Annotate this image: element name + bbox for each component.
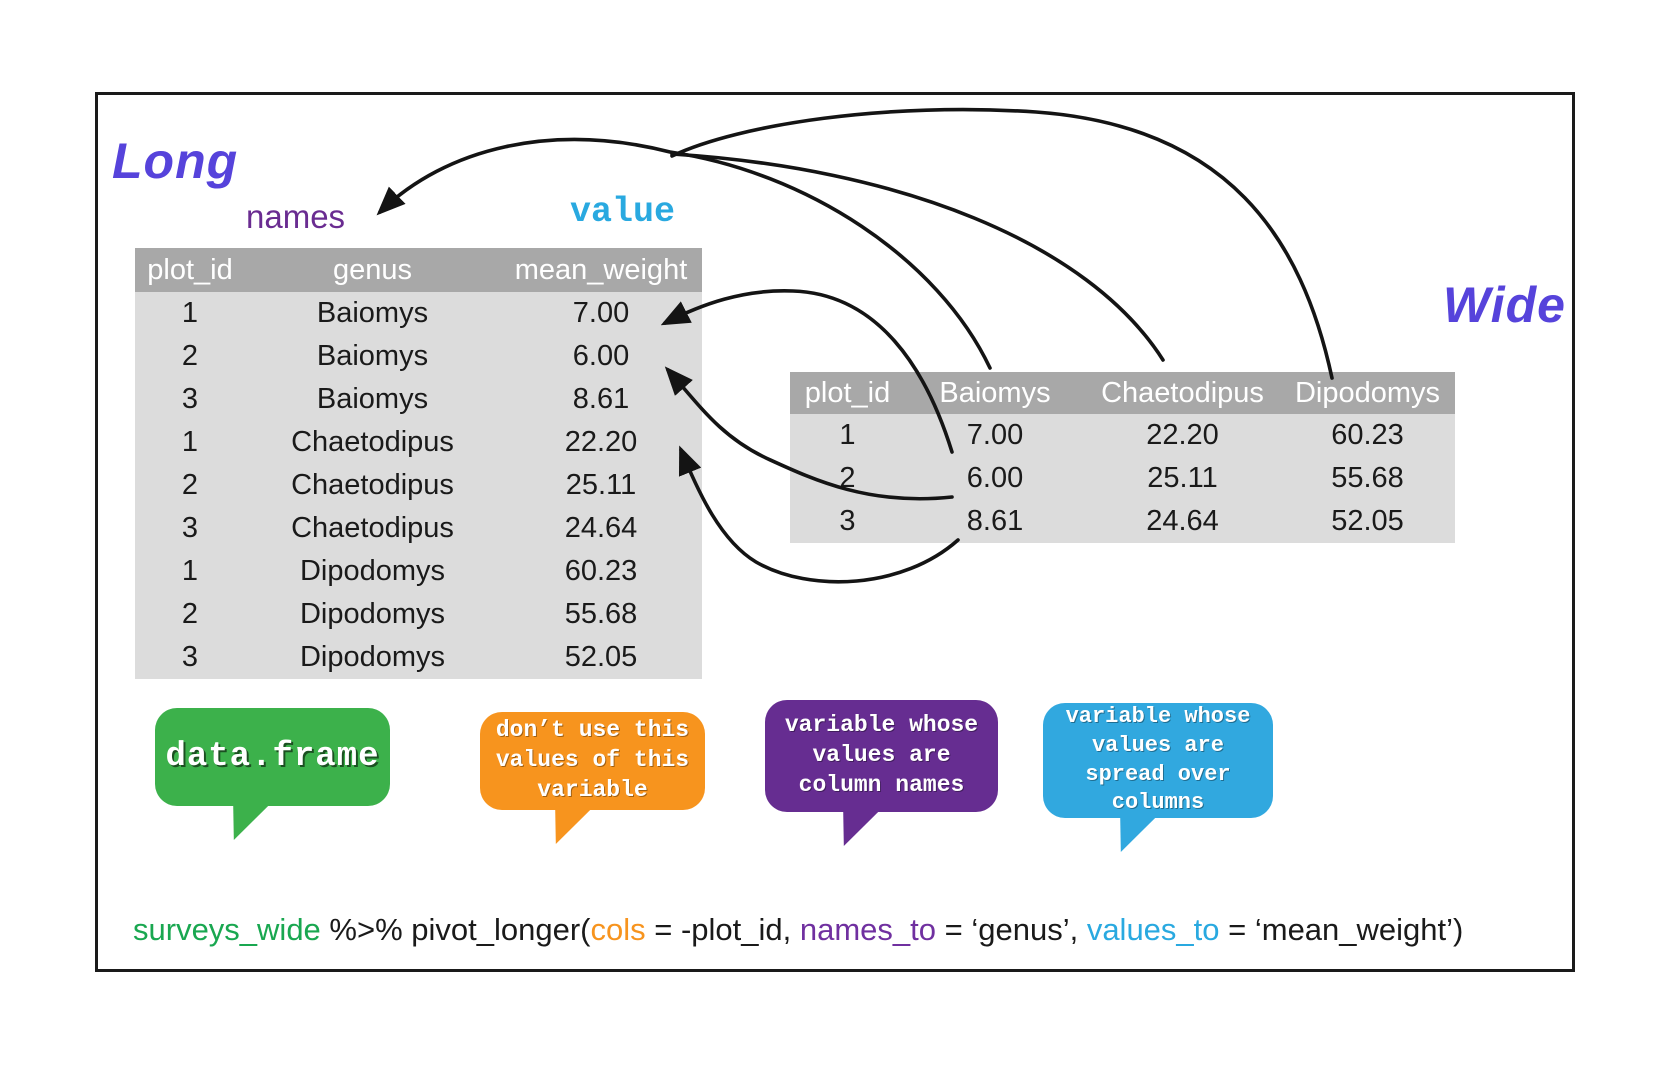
code-segment: %>% pivot_longer( (320, 912, 591, 947)
table-cell: 1 (181, 426, 199, 458)
table-cell: Dipodomys (299, 641, 446, 673)
table-cell: 2 (181, 469, 199, 501)
code-segment: = -plot_id, (645, 912, 800, 947)
table-row: 3 Baiomys 8.61 (135, 378, 702, 421)
table-cell: 52.05 (1331, 505, 1404, 537)
table-cell: Chaetodipus (291, 469, 454, 501)
code-segment: = ‘genus’, (936, 912, 1087, 947)
wide-label: Wide (1443, 277, 1566, 333)
table-cell: 3 (839, 505, 856, 537)
table-cell: 8.61 (966, 505, 1024, 537)
table-cell: 25.11 (1147, 462, 1218, 494)
column-header: Chaetodipus (1101, 376, 1264, 409)
table-cell: 7.00 (572, 297, 630, 329)
table-cell: Baiomys (316, 340, 429, 372)
table-cell: 55.68 (1331, 462, 1404, 494)
table-cell: Dipodomys (299, 598, 446, 630)
bubble-data-frame: data.frame (155, 708, 390, 806)
table-row: 1 Baiomys 7.00 (135, 292, 702, 335)
bubble-spread-columns: variable whose values are spread over co… (1043, 703, 1273, 818)
bubble-text: data.frame (165, 737, 380, 776)
column-header: plot_id (804, 376, 891, 409)
table-row: 1 7.00 22.20 60.23 (790, 414, 1455, 457)
code-segment: surveys_wide (133, 912, 321, 947)
table-row: 2 6.00 25.11 55.68 (790, 457, 1455, 500)
table-cell: 3 (181, 383, 199, 415)
table-cell: 22.20 (564, 426, 638, 458)
table-cell: Baiomys (316, 383, 429, 415)
table-row: 3 Dipodomys 52.05 (135, 636, 702, 679)
pivot-longer-code: surveys_wide %>% pivot_longer(cols = -pl… (133, 912, 1463, 948)
column-header: genus (332, 253, 412, 286)
table-cell: 1 (181, 297, 199, 329)
table-header-row: plot_id Baiomys Chaetodipus Dipodomys (790, 372, 1455, 414)
table-row: 2 Chaetodipus 25.11 (135, 464, 702, 507)
bubble-text: variable whose values are column names (784, 712, 979, 798)
bubble-text: don’t use this values of this variable (495, 717, 690, 803)
table-cell: 60.23 (1331, 419, 1404, 451)
bubble-dont-use: don’t use this values of this variable (480, 712, 705, 810)
table-cell: 2 (839, 462, 856, 494)
table-cell: Dipodomys (299, 555, 446, 587)
table-cell: 3 (181, 512, 199, 544)
table-cell: 52.05 (564, 641, 638, 673)
table-cell: 1 (181, 555, 199, 587)
bubble-column-names: variable whose values are column names (765, 700, 998, 812)
long-table: plot_id genus mean_weight 1 Baiomys 7.00 2 Baio… (135, 248, 702, 679)
column-header: mean_weight (514, 253, 688, 286)
table-header-row: plot_id genus mean_weight (135, 248, 702, 292)
table-cell: 60.23 (564, 555, 638, 587)
table-row: 2 Baiomys 6.00 (135, 335, 702, 378)
table-row: 3 8.61 24.64 52.05 (790, 500, 1455, 543)
table-cell: 6.00 (572, 340, 630, 372)
table-row: 2 Dipodomys 55.68 (135, 593, 702, 636)
wide-table: plot_id Baiomys Chaetodipus Dipodomys 1 7.00 2… (790, 372, 1455, 543)
bubble-text: variable whose values are spread over co… (1065, 704, 1251, 816)
names-label: names (246, 198, 346, 235)
code-segment: values_to (1086, 912, 1220, 947)
table-cell: 7.00 (966, 419, 1024, 451)
long-label: Long (112, 133, 239, 189)
table-cell: 1 (839, 419, 856, 451)
table-row: 1 Dipodomys 60.23 (135, 550, 702, 593)
table-cell: 3 (181, 641, 199, 673)
table-cell: 22.20 (1146, 419, 1219, 451)
column-header: Baiomys (939, 376, 1051, 409)
value-label: value (570, 192, 676, 232)
table-row: 3 Chaetodipus 24.64 (135, 507, 702, 550)
code-segment: = ‘mean_weight’) (1219, 912, 1464, 947)
code-segment: names_to (799, 912, 937, 947)
table-cell: Chaetodipus (291, 512, 454, 544)
column-header: Dipodomys (1294, 376, 1441, 409)
table-cell: 2 (181, 340, 199, 372)
table-row: 1 Chaetodipus 22.20 (135, 421, 702, 464)
table-cell: Baiomys (316, 297, 429, 329)
column-header: plot_id (147, 253, 233, 286)
table-cell: 24.64 (1146, 505, 1219, 537)
table-cell: 8.61 (572, 383, 630, 415)
table-cell: 24.64 (564, 512, 638, 544)
table-cell: 6.00 (966, 462, 1024, 494)
code-segment: cols (590, 912, 646, 947)
table-cell: 2 (181, 598, 199, 630)
table-cell: 55.68 (564, 598, 638, 630)
table-cell: 25.11 (565, 469, 637, 501)
table-cell: Chaetodipus (291, 426, 454, 458)
